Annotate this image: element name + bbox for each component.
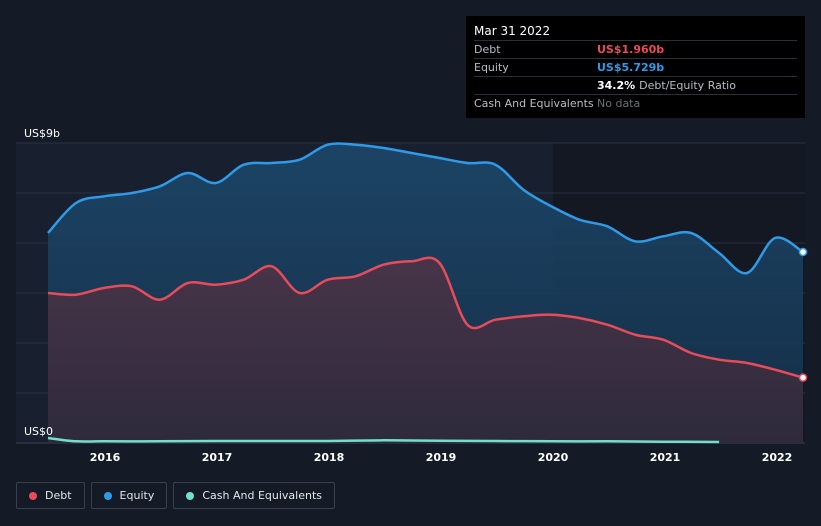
tooltip-cash-label: Cash And Equivalents [474, 97, 594, 110]
tooltip-row-equity: Equity US$5.729b [474, 58, 797, 76]
x-tick-2016: 2016 [89, 451, 121, 464]
cash-dot-icon [186, 491, 195, 500]
x-tick-2019: 2019 [425, 451, 457, 464]
legend-item-cash[interactable]: Cash And Equivalents [173, 482, 335, 509]
tooltip-ratio-value: 34.2% [597, 79, 636, 92]
x-tick-2020: 2020 [537, 451, 569, 464]
x-tick-2017: 2017 [201, 451, 233, 464]
tooltip-ratio-spacer [474, 77, 597, 94]
tooltip-cash-value: No data [597, 97, 641, 110]
tooltip-equity-value: US$5.729b [597, 61, 665, 74]
tooltip-equity-label: Equity [474, 61, 509, 74]
equity-end-marker [798, 247, 808, 257]
debt-dot-icon [29, 491, 37, 500]
debt-area [48, 257, 803, 443]
legend-item-debt[interactable]: Debt [16, 482, 85, 509]
tooltip-row-cash: Cash And Equivalents No data [474, 94, 797, 112]
legend-debt-label: Debt [45, 489, 72, 502]
y-axis-top-label: US$9b [24, 127, 61, 140]
legend-equity-label: Equity [119, 489, 155, 502]
x-tick-2021: 2021 [649, 451, 681, 464]
y-axis-bottom-label: US$0 [24, 425, 54, 438]
tooltip-date: Mar 31 2022 [474, 24, 551, 38]
debt-line [47, 256, 804, 379]
x-tick-2018: 2018 [313, 451, 345, 464]
tooltip-ratio-label: Debt/Equity Ratio [639, 79, 736, 92]
tooltip-row-ratio: 34.2% Debt/Equity Ratio [474, 76, 797, 94]
tooltip-debt-label: Debt [474, 43, 501, 56]
x-tick-2022: 2022 [761, 451, 793, 464]
hover-tooltip: Mar 31 2022 Debt US$1.960b Equity US$5.7… [466, 16, 805, 118]
legend-item-equity[interactable]: Equity [90, 482, 168, 509]
equity-dot-icon [103, 491, 112, 500]
equity-line [47, 142, 804, 275]
tooltip-row-debt: Debt US$1.960b [474, 40, 797, 58]
tooltip-debt-value: US$1.960b [597, 43, 665, 56]
cash-line [47, 436, 720, 444]
debt-end-marker [798, 373, 808, 382]
chart-legend: Debt Equity Cash And Equivalents [16, 482, 335, 509]
legend-cash-label: Cash And Equivalents [202, 489, 322, 502]
